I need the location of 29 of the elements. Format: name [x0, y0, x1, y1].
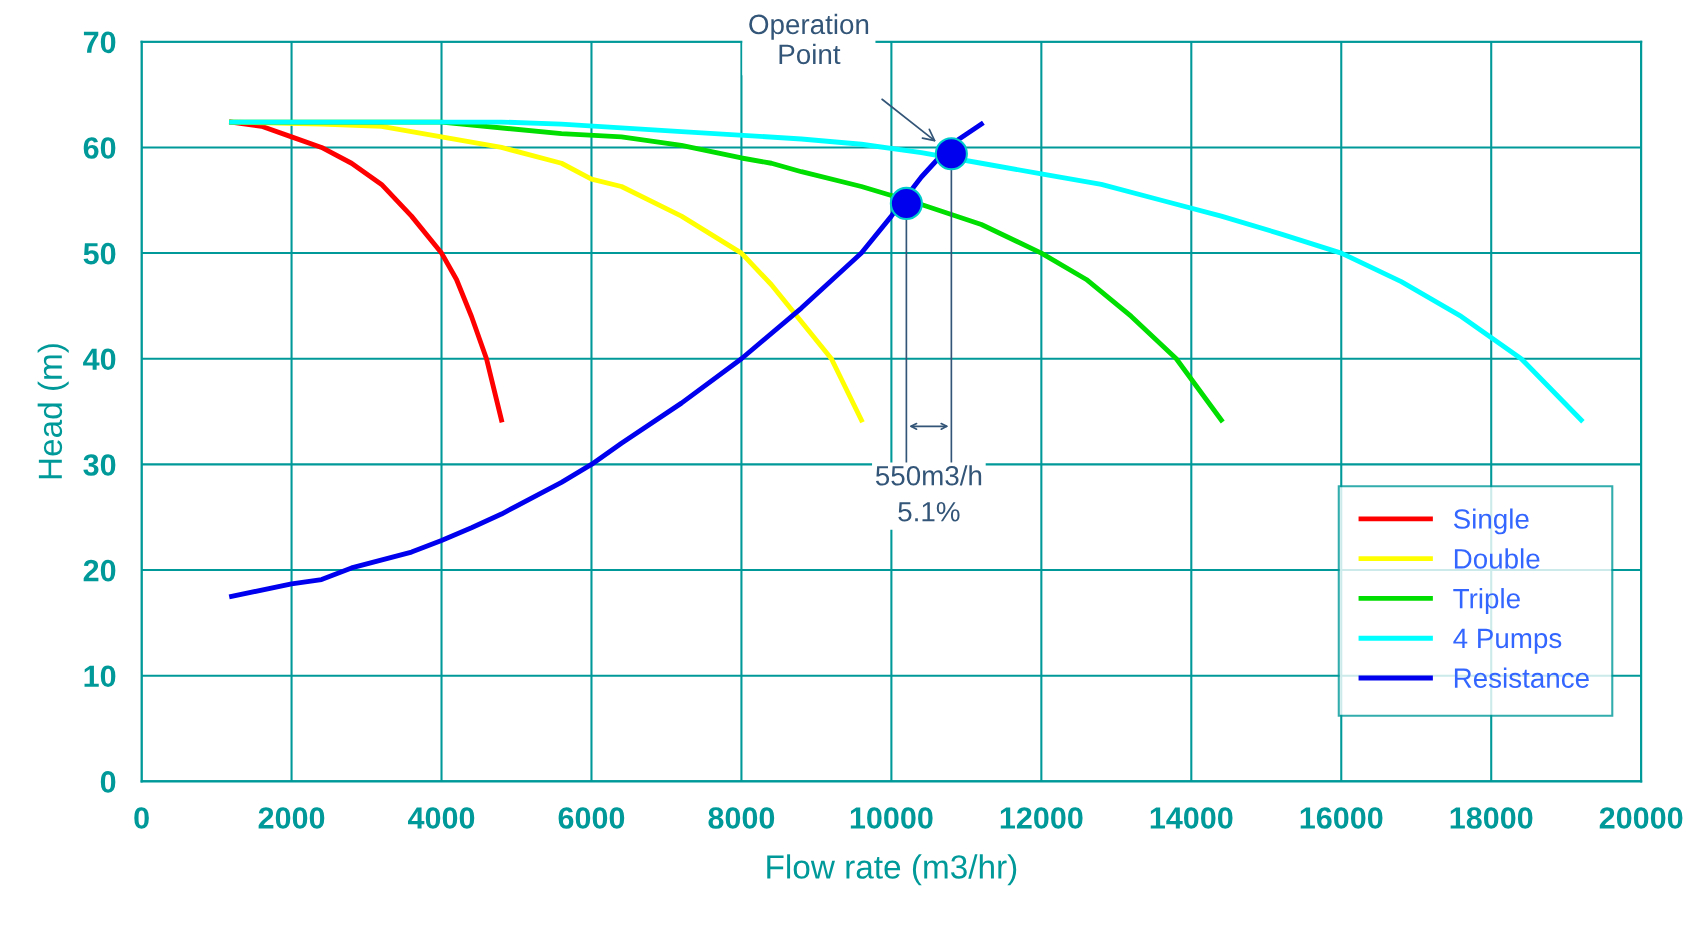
annotation: Operation Point: [749, 13, 869, 65]
x-tick-label: 8000: [708, 807, 775, 829]
legend-label: Single: [1453, 508, 1529, 535]
x-tick-label: 0: [134, 807, 149, 829]
y-tick-label: 10: [84, 665, 116, 688]
y-tick-label: 70: [83, 31, 116, 54]
annotation: 550m3/h: [875, 465, 982, 486]
x-tick-label: 12000: [1000, 807, 1083, 829]
y-tick-label: 40: [83, 348, 116, 371]
y-tick-label: 20: [83, 559, 116, 582]
x-tick-label: 4000: [407, 807, 475, 829]
x-tick-label: 20000: [1599, 807, 1683, 829]
x-tick-label: 6000: [558, 807, 625, 829]
y-tick-label: 50: [83, 242, 116, 265]
legend-label: Double: [1454, 548, 1540, 569]
y-tick-label: 60: [83, 137, 116, 159]
y-tick-label: 0: [100, 771, 116, 793]
x-tick-label: 18000: [1450, 807, 1533, 829]
x-tick-label: 16000: [1300, 807, 1383, 829]
x-axis-title: Flow rate (m3/hr): [767, 854, 1017, 886]
y-axis-title: Head (m): [37, 344, 69, 479]
annotation: 5.1%: [898, 501, 960, 522]
legend-label: 4 Pumps: [1453, 628, 1562, 654]
x-tick-label: 14000: [1150, 807, 1233, 829]
legend-label: Triple: [1453, 588, 1520, 614]
x-tick-label: 10000: [850, 807, 933, 829]
x-tick-label: 2000: [258, 807, 325, 829]
y-tick-label: 30: [83, 454, 116, 476]
legend-label: Resistance: [1454, 667, 1589, 688]
